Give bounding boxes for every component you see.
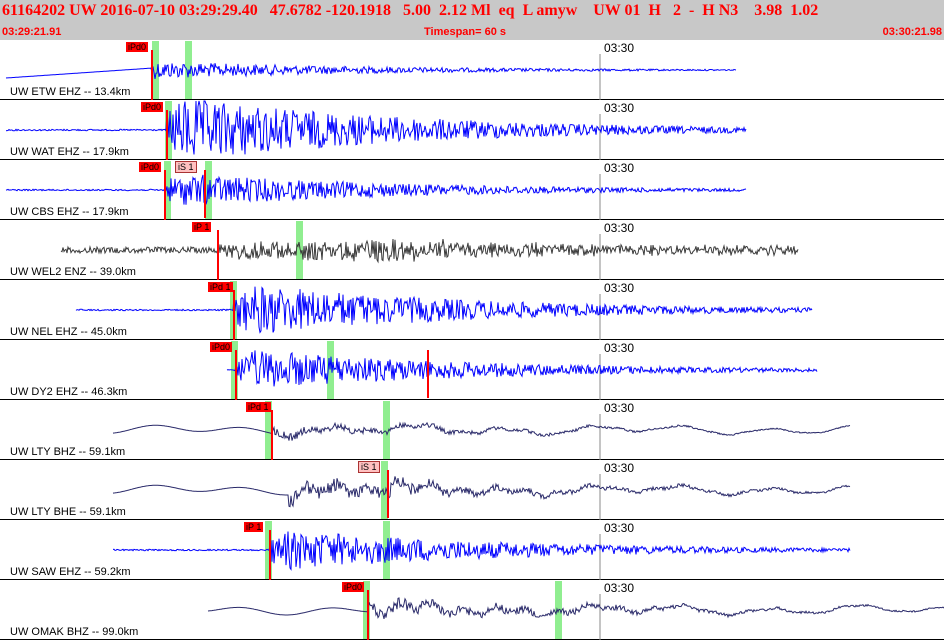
timespan-label: Timespan= 60 s	[424, 26, 507, 38]
s-pick-tag[interactable]: iS 1	[358, 461, 380, 473]
p-pick-tag[interactable]: iPd0	[139, 162, 162, 172]
time-tick-label: 03:30	[604, 581, 635, 595]
waveform-trace[interactable]	[60, 238, 799, 264]
trace-label: UW ETW EHZ -- 13.4km	[10, 86, 131, 98]
pick-window	[265, 401, 272, 459]
waveform-trace[interactable]	[112, 531, 851, 571]
pick-window	[363, 581, 370, 639]
start-time: 03:29:21.91	[2, 26, 62, 38]
time-tick-label: 03:30	[604, 161, 635, 175]
p-pick-tag[interactable]: iPd0	[342, 582, 365, 592]
time-tick-label: 03:30	[604, 101, 635, 115]
trace-label: UW WAT EHZ -- 17.9km	[10, 146, 129, 158]
waveform-trace[interactable]	[5, 100, 747, 155]
trace-label: UW LTY BHE -- 59.1km	[10, 506, 126, 518]
p-pick-tag[interactable]: iPd 1	[246, 402, 271, 412]
pick-window	[383, 401, 390, 459]
trace-label: UW WEL2 ENZ -- 39.0km	[10, 266, 136, 278]
trace-label: UW OMAK BHZ -- 99.0km	[10, 626, 139, 638]
trace-label: UW NEL EHZ -- 45.0km	[10, 326, 127, 338]
event-header: 61164202 UW 2016-07-10 03:29:29.40 47.67…	[0, 0, 944, 40]
trace-label: UW SAW EHZ -- 59.2km	[10, 566, 131, 578]
traces-svg	[0, 41, 944, 640]
p-pick-tag[interactable]: iPd 1	[208, 282, 233, 292]
time-tick-label: 03:30	[604, 281, 635, 295]
time-tick-label: 03:30	[604, 461, 635, 475]
p-pick-tag[interactable]: iP 1	[192, 222, 212, 232]
p-pick-tag[interactable]: iP 1	[244, 522, 264, 532]
p-pick-tag[interactable]: iPd0	[210, 342, 233, 352]
trace-label: UW CBS EHZ -- 17.9km	[10, 206, 129, 218]
waveform-trace[interactable]	[75, 286, 813, 334]
end-time: 03:30:21.98	[882, 26, 942, 38]
p-pick-tag[interactable]: iPd0	[141, 102, 164, 112]
trace-label: UW DY2 EHZ -- 46.3km	[10, 386, 128, 398]
pick-window	[296, 221, 303, 279]
time-tick-label: 03:30	[604, 221, 635, 235]
pick-window	[152, 41, 159, 99]
time-tick-label: 03:30	[604, 401, 635, 415]
waveform-trace[interactable]	[5, 174, 747, 205]
seismogram-panel[interactable]: 03:30 UW ETW EHZ -- 13.4km iPd0 03:30 UW WAT…	[0, 40, 944, 640]
p-pick-tag[interactable]: iPd0	[126, 42, 149, 52]
time-tick-label: 03:30	[604, 521, 635, 535]
waveform-trace[interactable]	[5, 63, 737, 79]
trace-label: UW LTY BHZ -- 59.1km	[10, 446, 126, 458]
waveform-trace[interactable]	[226, 350, 818, 387]
time-tick-label: 03:30	[604, 341, 635, 355]
pick-window	[327, 341, 334, 399]
waveform-trace[interactable]	[112, 421, 851, 441]
event-info-line: 61164202 UW 2016-07-10 03:29:29.40 47.67…	[2, 2, 819, 19]
time-tick-label: 03:30	[604, 41, 635, 55]
waveform-trace[interactable]	[112, 476, 851, 508]
waveform-trace[interactable]	[207, 597, 944, 620]
pick-window	[381, 461, 388, 519]
s-pick-tag[interactable]: iS 1	[175, 161, 197, 173]
